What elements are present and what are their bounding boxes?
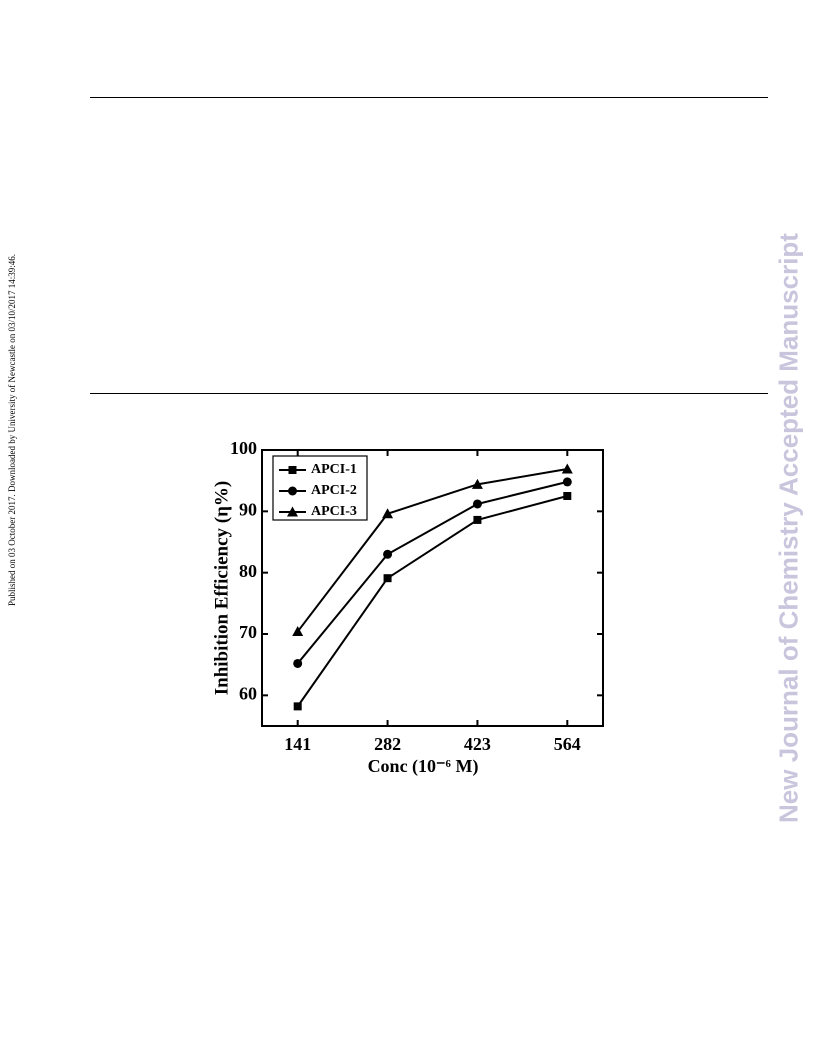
x-tick-label: 141 — [284, 734, 311, 754]
marker — [561, 463, 573, 474]
x-tick-label: 423 — [464, 734, 491, 754]
y-tick-label: 90 — [239, 499, 257, 519]
y-tick-label: 80 — [239, 561, 257, 581]
marker — [293, 658, 303, 668]
legend-label: APCI-3 — [311, 504, 357, 519]
marker — [383, 549, 393, 559]
marker — [293, 702, 302, 711]
marker — [563, 492, 572, 500]
marker — [288, 466, 297, 474]
rule — [90, 97, 768, 98]
series-line — [296, 468, 568, 633]
legend-label: APCI-1 — [311, 462, 357, 477]
marker — [472, 499, 482, 509]
series-line — [296, 480, 568, 665]
y-tick-label: 70 — [239, 622, 257, 642]
series-line — [296, 495, 568, 707]
rule — [90, 393, 768, 394]
marker — [562, 477, 572, 487]
y-tick-label: 60 — [239, 683, 257, 703]
x-tick-label: 282 — [374, 734, 401, 754]
x-axis-label: Conc (10⁻⁶ M) — [368, 756, 479, 777]
plot-frame — [261, 449, 604, 727]
y-axis-label: Inhibition Efficiency (η%) — [211, 481, 232, 696]
y-tick-label: 100 — [230, 438, 257, 458]
legend-label: APCI-2 — [311, 483, 357, 498]
marker — [471, 478, 483, 489]
x-tick-label: 564 — [554, 734, 581, 754]
marker — [288, 486, 297, 496]
marker — [473, 515, 482, 524]
marker — [287, 506, 298, 517]
marker — [292, 626, 304, 637]
marker — [383, 574, 392, 583]
legend-box — [272, 455, 368, 521]
marker — [382, 508, 394, 519]
